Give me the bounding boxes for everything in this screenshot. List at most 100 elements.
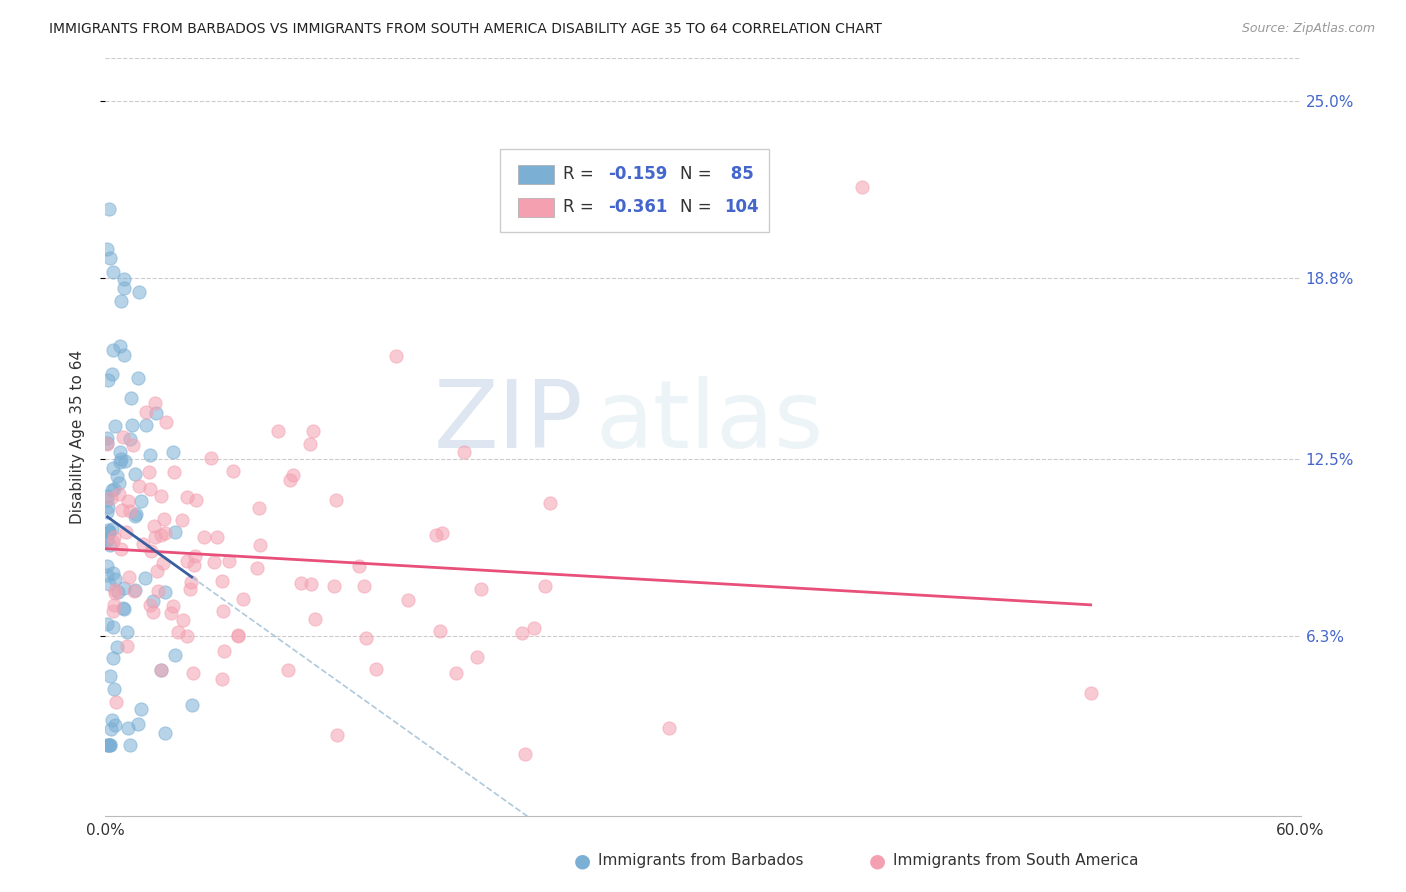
Point (356, 632, 378, 646)
Point (851, 179, 873, 194)
Point (97, 500, 120, 514)
Point (118, 738, 141, 752)
Point (353, 579, 375, 593)
Point (108, 487, 131, 501)
Text: N =: N = (681, 165, 717, 183)
Text: ●: ● (869, 851, 886, 871)
Point (101, 566, 124, 580)
Point (277, 663, 299, 677)
Point (139, 598, 162, 612)
Point (146, 583, 169, 598)
Point (120, 503, 142, 517)
Point (290, 575, 312, 590)
Text: N =: N = (681, 198, 717, 217)
Point (96, 489, 118, 503)
Point (96, 437, 118, 451)
Point (101, 367, 124, 381)
Point (142, 605, 165, 619)
Point (366, 662, 388, 676)
Point (444, 666, 467, 681)
Point (150, 663, 173, 677)
Point (135, 405, 157, 419)
Point (163, 525, 186, 540)
Point (112, 582, 135, 596)
Point (101, 620, 124, 634)
Point (165, 648, 187, 663)
Point (103, 265, 125, 279)
Point (200, 450, 222, 465)
Point (108, 475, 131, 490)
Text: -0.361: -0.361 (609, 198, 668, 217)
Point (247, 500, 270, 515)
Point (145, 406, 167, 420)
Text: Immigrants from South America: Immigrants from South America (893, 854, 1139, 868)
Point (96, 567, 118, 582)
Point (98, 669, 121, 683)
Point (176, 491, 198, 505)
Point (134, 417, 156, 432)
Point (101, 461, 124, 475)
Point (347, 559, 370, 574)
Point (146, 564, 169, 578)
Point (281, 467, 304, 482)
Point (98, 251, 121, 265)
Point (117, 494, 139, 508)
Point (298, 437, 321, 451)
Point (104, 695, 127, 709)
Point (98, 577, 121, 591)
Point (150, 663, 173, 677)
Point (124, 583, 146, 598)
Point (429, 624, 451, 639)
Text: ZIP: ZIP (434, 376, 583, 468)
Point (212, 644, 235, 658)
Point (112, 602, 135, 616)
Point (96, 492, 118, 507)
Point (278, 473, 301, 487)
Point (118, 432, 141, 446)
Point (120, 391, 142, 405)
Point (155, 584, 177, 599)
Point (115, 524, 138, 539)
Point (108, 339, 131, 353)
Point (325, 493, 347, 508)
Point (104, 586, 127, 600)
Text: -0.159: -0.159 (609, 165, 668, 183)
Point (111, 503, 134, 517)
Point (180, 574, 202, 589)
Point (430, 526, 453, 541)
Point (101, 483, 124, 497)
Point (467, 650, 489, 665)
Point (159, 606, 181, 620)
Point (98, 202, 121, 216)
Point (212, 604, 235, 618)
Point (107, 585, 129, 599)
Point (139, 543, 162, 558)
Point (96, 431, 118, 445)
Point (322, 579, 344, 593)
Point (103, 717, 125, 731)
Point (96, 559, 118, 574)
Point (202, 555, 225, 569)
Point (129, 702, 152, 716)
Point (163, 465, 186, 479)
Point (139, 482, 162, 496)
Point (121, 418, 143, 433)
Point (97, 525, 120, 540)
Point (385, 349, 408, 363)
Point (110, 451, 132, 466)
Point (266, 424, 288, 438)
Point (98, 738, 121, 752)
Point (112, 430, 135, 444)
Point (153, 525, 176, 540)
Point (232, 591, 254, 606)
Text: 104: 104 (724, 198, 759, 217)
Point (249, 538, 271, 552)
Point (128, 285, 150, 300)
Point (127, 371, 149, 385)
Point (105, 469, 128, 483)
Point (184, 549, 207, 564)
Point (193, 530, 215, 544)
Text: IMMIGRANTS FROM BARBADOS VS IMMIGRANTS FROM SOUTH AMERICA DISABILITY AGE 35 TO 6: IMMIGRANTS FROM BARBADOS VS IMMIGRANTS F… (49, 22, 882, 37)
Point (110, 455, 132, 469)
Point (104, 582, 127, 597)
